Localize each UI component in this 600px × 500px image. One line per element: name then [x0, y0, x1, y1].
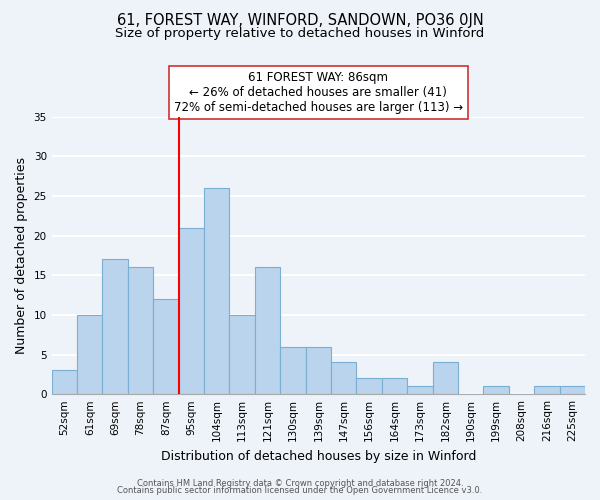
- Text: 61, FOREST WAY, WINFORD, SANDOWN, PO36 0JN: 61, FOREST WAY, WINFORD, SANDOWN, PO36 0…: [116, 12, 484, 28]
- Bar: [103, 260, 128, 394]
- Bar: [560, 386, 585, 394]
- Bar: [229, 315, 255, 394]
- Bar: [204, 188, 229, 394]
- Bar: [484, 386, 509, 394]
- Text: Size of property relative to detached houses in Winford: Size of property relative to detached ho…: [115, 28, 485, 40]
- Bar: [52, 370, 77, 394]
- Text: Contains HM Land Registry data © Crown copyright and database right 2024.: Contains HM Land Registry data © Crown c…: [137, 478, 463, 488]
- Y-axis label: Number of detached properties: Number of detached properties: [15, 157, 28, 354]
- X-axis label: Distribution of detached houses by size in Winford: Distribution of detached houses by size …: [161, 450, 476, 462]
- Text: Contains public sector information licensed under the Open Government Licence v3: Contains public sector information licen…: [118, 486, 482, 495]
- Bar: [407, 386, 433, 394]
- Bar: [77, 315, 103, 394]
- Bar: [356, 378, 382, 394]
- Bar: [331, 362, 356, 394]
- Bar: [179, 228, 204, 394]
- Bar: [305, 346, 331, 394]
- Bar: [255, 268, 280, 394]
- Bar: [128, 268, 153, 394]
- Bar: [433, 362, 458, 394]
- Bar: [153, 299, 179, 394]
- Bar: [280, 346, 305, 394]
- Bar: [534, 386, 560, 394]
- Text: 61 FOREST WAY: 86sqm
← 26% of detached houses are smaller (41)
72% of semi-detac: 61 FOREST WAY: 86sqm ← 26% of detached h…: [174, 71, 463, 114]
- Bar: [382, 378, 407, 394]
